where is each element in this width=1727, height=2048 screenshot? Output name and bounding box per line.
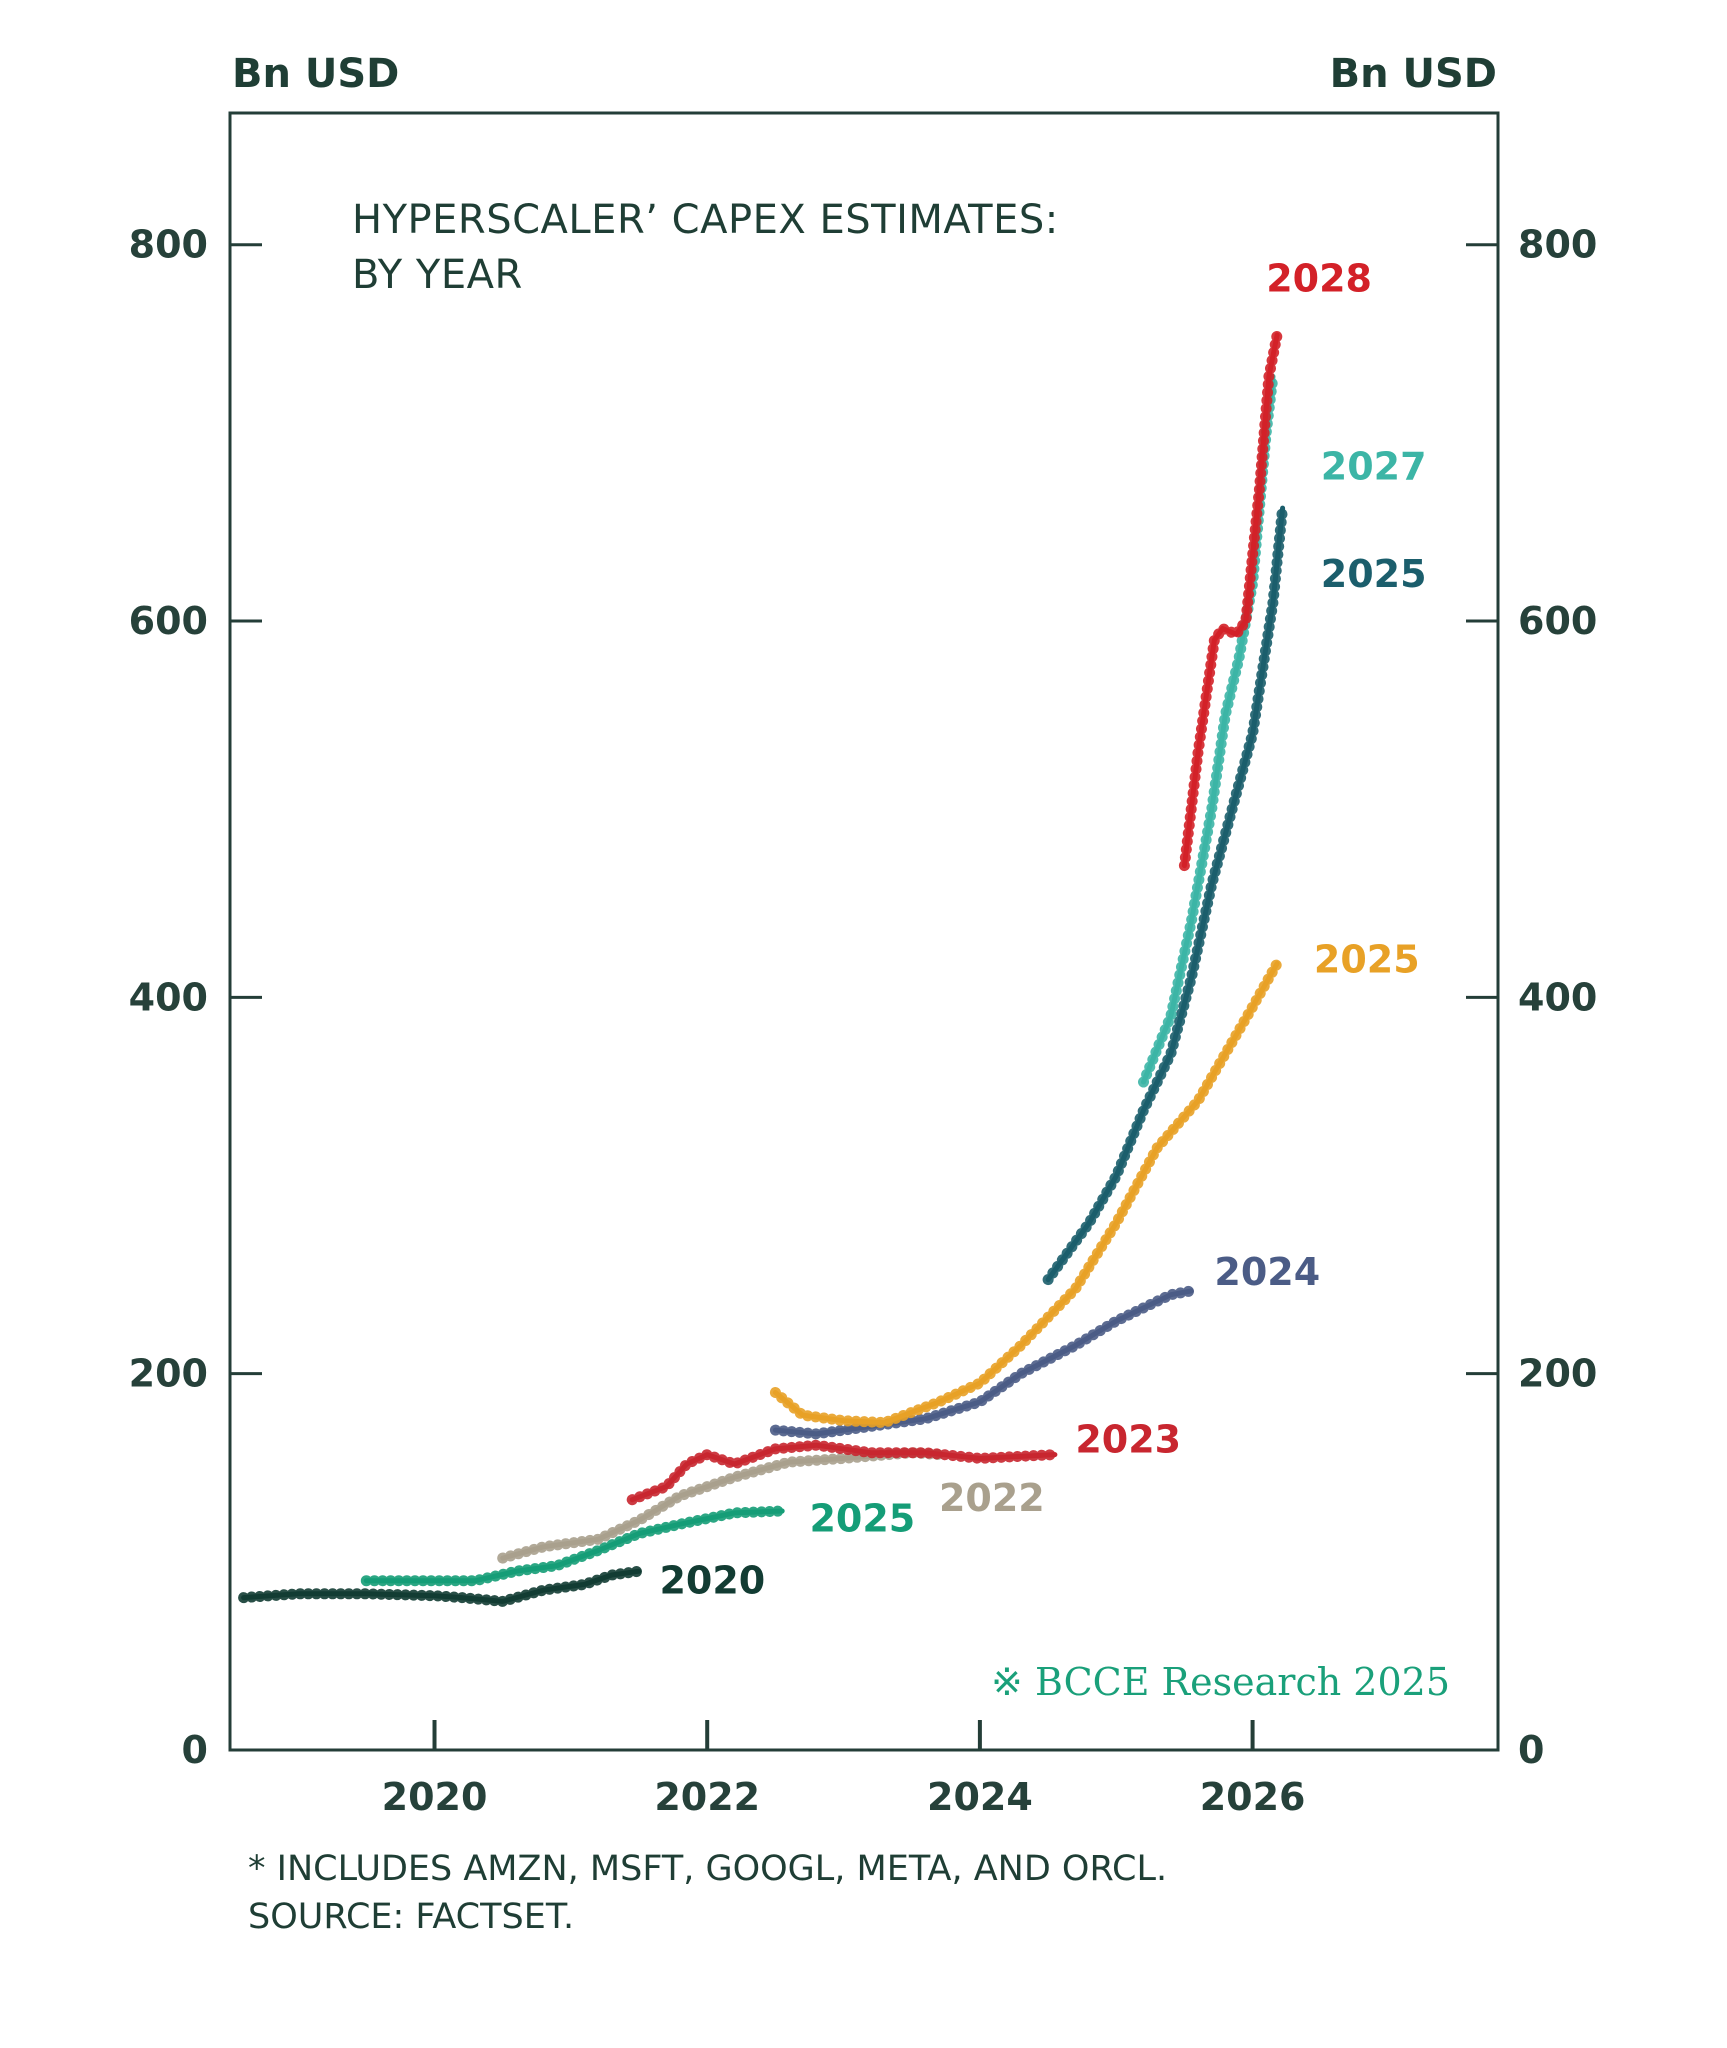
y-axis-unit-right: Bn USD xyxy=(1330,51,1497,97)
series-2023-3-label: 2023 xyxy=(1075,1418,1181,1462)
series-2025-1-label: 2025 xyxy=(809,1497,915,1541)
series-2025-5-line-bead xyxy=(769,958,1283,1429)
y-tick-label-left: 600 xyxy=(129,599,208,643)
y-tick-label-right: 400 xyxy=(1518,975,1597,1019)
y-tick-label-left: 0 xyxy=(182,1728,208,1772)
series-2025-5-line xyxy=(772,961,1280,1426)
series-labels: 2020 2025 2022 2023 2024 2025 2025 2027 2028 xyxy=(659,257,1426,1603)
y-tick-label-right: 0 xyxy=(1518,1728,1544,1772)
x-tick-label: 2026 xyxy=(1200,1775,1306,1819)
y-tick-label-left: 400 xyxy=(129,975,208,1019)
series-2022-2-label: 2022 xyxy=(939,1476,1045,1520)
y-axis-unit-left: Bn USD xyxy=(232,51,399,97)
series-2025-5-label: 2025 xyxy=(1314,938,1420,982)
plot-frame xyxy=(228,111,1500,1752)
watermark: ※ BCCE Research 2025 xyxy=(991,1660,1450,1704)
x-tick-label: 2024 xyxy=(927,1775,1033,1819)
y-tick-label-right: 200 xyxy=(1518,1352,1597,1396)
series-2024-4-label: 2024 xyxy=(1214,1250,1320,1294)
series-2020-0-label: 2020 xyxy=(659,1559,765,1603)
series-2020-0-line xyxy=(241,1568,642,1604)
series-2025-6-line xyxy=(1045,505,1286,1283)
series-2028-8-label: 2028 xyxy=(1266,257,1372,301)
series-2024-4-line xyxy=(772,1288,1194,1437)
chart-title: HYPERSCALER’ CAPEX ESTIMATES: xyxy=(352,197,1059,243)
chart-subtitle: BY YEAR xyxy=(352,252,523,298)
x-tick-label: 2020 xyxy=(382,1775,488,1819)
x-tick-label: 2022 xyxy=(654,1775,760,1819)
series-2025-6-label: 2025 xyxy=(1321,552,1427,596)
y-tick-label-left: 200 xyxy=(129,1352,208,1396)
series-2027-7-label: 2027 xyxy=(1321,445,1427,489)
series-lines xyxy=(238,329,1289,1607)
series-2028-8-line xyxy=(1181,332,1280,869)
footnote: * INCLUDES AMZN, MSFT, GOOGL, META, AND … xyxy=(248,1849,1167,1889)
y-tick-label-right: 600 xyxy=(1518,599,1597,643)
series-2023-3-line xyxy=(629,1442,1058,1503)
y-tick-label-left: 800 xyxy=(129,223,208,267)
series-2025-1-line xyxy=(363,1508,785,1584)
source-note: SOURCE: FACTSET. xyxy=(248,1897,574,1937)
y-tick-label-right: 800 xyxy=(1518,223,1597,267)
